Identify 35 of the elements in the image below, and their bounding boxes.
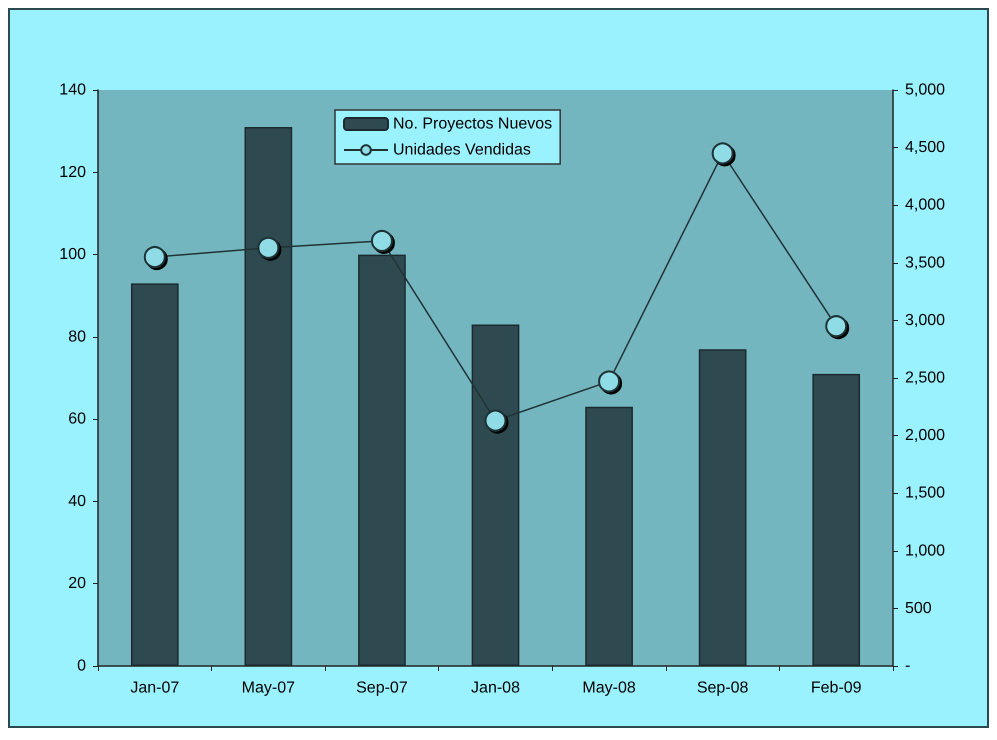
point — [257, 236, 280, 259]
x-tick-label: Jan-08 — [471, 680, 520, 696]
y2-tick-label: 4,000 — [905, 196, 946, 214]
y-tick-label: 60 — [68, 410, 86, 428]
x-tick-label: Sep-08 — [696, 680, 749, 696]
x-tick-label: Jan-07 — [130, 680, 180, 696]
y-tick-label: 0 — [77, 658, 86, 674]
y2-tick-label: 1,000 — [905, 542, 946, 560]
y-tick-label: 40 — [68, 492, 86, 510]
x-tick-label: Sep-07 — [356, 680, 408, 696]
y2-tick-label: 4,500 — [905, 139, 946, 156]
y2-tick-label: 2,000 — [905, 427, 946, 444]
y2-tick-label: 5,000 — [905, 82, 946, 98]
y-tick-label: 120 — [59, 164, 86, 181]
y2-tick-label: 2,500 — [905, 370, 946, 386]
y2-tick-label: 500 — [905, 600, 932, 617]
point — [825, 315, 848, 338]
y2-tick-label: 1,500 — [905, 484, 946, 502]
y2-tick-label: - — [905, 658, 910, 674]
legend-label: No. Proyectos Nuevos — [393, 116, 552, 132]
y2-tick-label: 3,000 — [905, 312, 946, 329]
point — [598, 370, 620, 392]
y-tick-label: 20 — [68, 575, 86, 592]
y-tick-label: 100 — [59, 246, 86, 264]
y-tick-label: 80 — [68, 328, 86, 346]
x-tick-label: May-08 — [582, 680, 636, 696]
y2-tick-label: 3,500 — [905, 254, 946, 272]
x-tick-label: May-07 — [242, 680, 296, 696]
point — [712, 142, 734, 164]
x-tick-label: Feb-09 — [810, 680, 862, 696]
legend-label: Unidades Vendidas — [393, 142, 531, 158]
point — [370, 230, 393, 252]
point — [144, 246, 166, 268]
point — [484, 410, 506, 432]
y-tick-label: 140 — [59, 82, 86, 98]
